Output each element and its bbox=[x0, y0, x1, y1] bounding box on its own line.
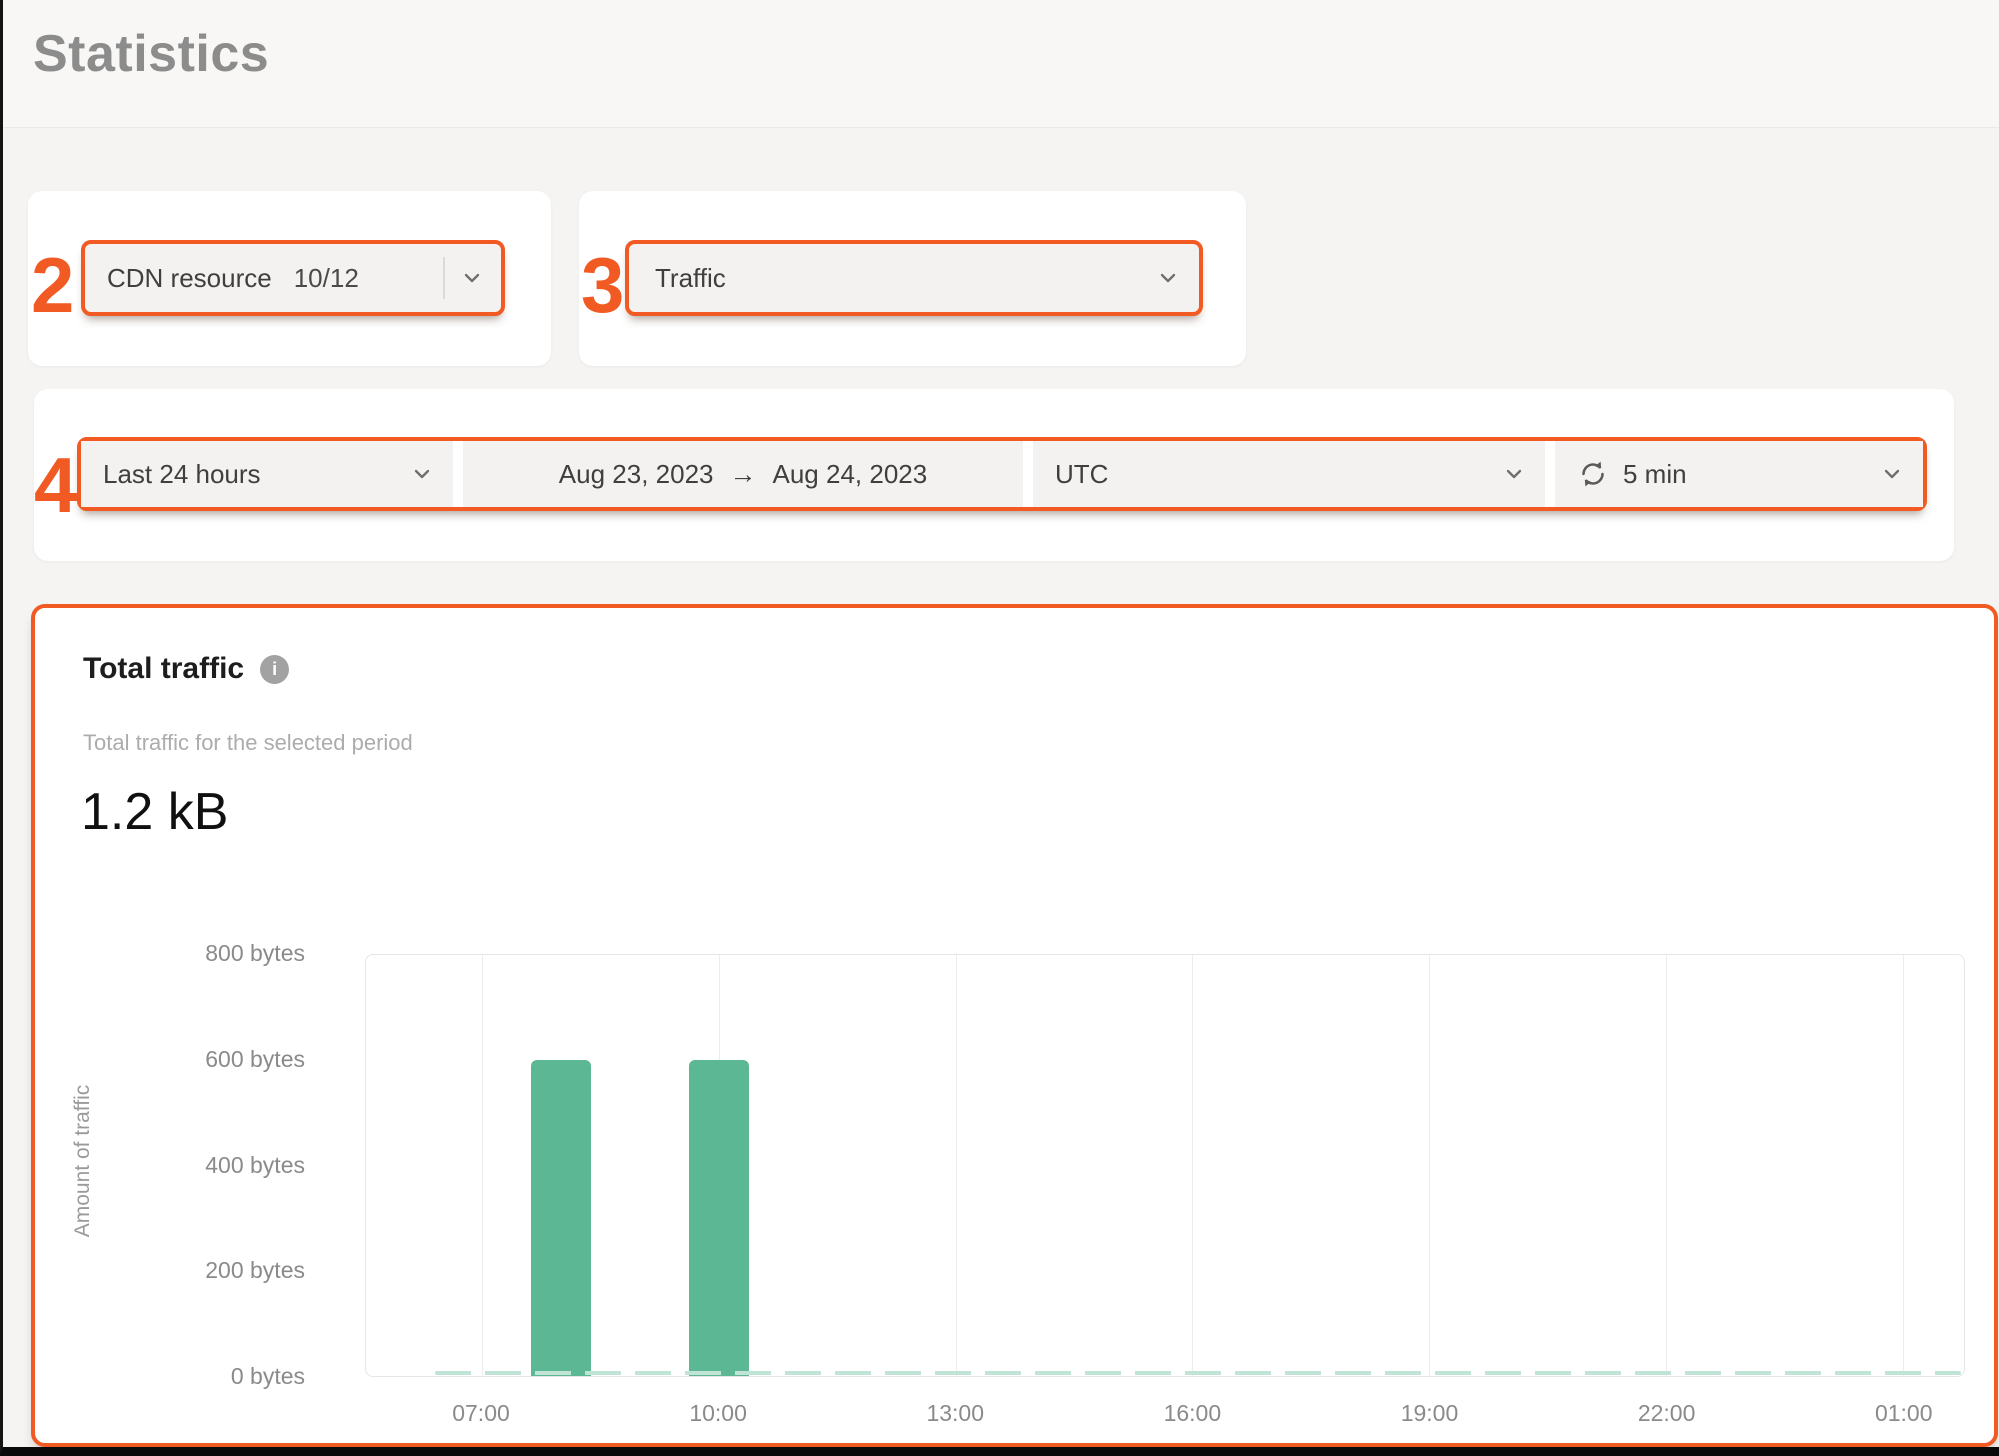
chevron-down-icon bbox=[409, 461, 435, 487]
refresh-interval-value: 5 min bbox=[1623, 458, 1687, 489]
x-tick-label: 19:00 bbox=[1400, 1400, 1459, 1426]
chart-subtitle: Total traffic for the selected period bbox=[83, 730, 413, 755]
chevron-down-icon bbox=[1501, 461, 1527, 487]
metric-select[interactable]: Traffic bbox=[625, 240, 1203, 316]
y-axis-title: Amount of traffic bbox=[71, 1084, 94, 1238]
y-tick-label: 800 bytes bbox=[205, 940, 305, 966]
x-tick-label: 10:00 bbox=[689, 1400, 747, 1426]
y-tick-label: 400 bytes bbox=[205, 1151, 305, 1178]
period-value: Last 24 hours bbox=[103, 458, 261, 489]
chevron-down-icon bbox=[1879, 461, 1905, 487]
date-range-picker[interactable]: Aug 23, 2023 → Aug 24, 2023 bbox=[463, 441, 1023, 507]
page-title: Statistics bbox=[33, 25, 270, 83]
divider bbox=[443, 257, 445, 299]
time-filter-group: Last 24 hours Aug 23, 2023 → Aug 24, 202… bbox=[77, 437, 1927, 511]
timezone-select[interactable]: UTC bbox=[1033, 441, 1545, 507]
x-tick-label: 13:00 bbox=[926, 1400, 985, 1426]
chart-title-row: Total traffic i bbox=[83, 652, 290, 686]
timezone-value: UTC bbox=[1055, 458, 1109, 489]
x-tick-label: 01:00 bbox=[1874, 1400, 1933, 1426]
gridline bbox=[955, 955, 957, 1376]
metric-value: Traffic bbox=[655, 262, 726, 293]
x-tick-label: 16:00 bbox=[1163, 1400, 1222, 1426]
chevron-down-icon bbox=[1155, 265, 1181, 291]
traffic-chart-plot[interactable] bbox=[365, 954, 1965, 1377]
time-filter-card: Last 24 hours Aug 23, 2023 → Aug 24, 202… bbox=[34, 389, 1954, 561]
total-traffic-card: Total traffic i Total traffic for the se… bbox=[31, 604, 1998, 1447]
y-tick-label: 0 bytes bbox=[230, 1363, 305, 1389]
x-tick-label: 22:00 bbox=[1637, 1400, 1696, 1426]
traffic-bar-10:00[interactable] bbox=[688, 1060, 749, 1376]
callout-step-2: 2 bbox=[31, 241, 75, 329]
traffic-bar-08:00[interactable] bbox=[530, 1060, 591, 1376]
date-from: Aug 23, 2023 bbox=[558, 458, 714, 489]
gridline bbox=[1665, 955, 1667, 1376]
x-tick-label: 07:00 bbox=[452, 1400, 510, 1426]
arrow-right-icon: → bbox=[729, 458, 757, 489]
callout-step-3: 3 bbox=[581, 241, 625, 329]
page-header: Statistics bbox=[3, 0, 1999, 128]
near-zero-traffic-baseline bbox=[434, 1371, 1961, 1375]
callout-step-4: 4 bbox=[34, 441, 78, 529]
date-to: Aug 24, 2023 bbox=[772, 458, 928, 489]
y-tick-label: 200 bytes bbox=[205, 1257, 305, 1284]
period-select[interactable]: Last 24 hours bbox=[81, 441, 453, 507]
chevron-down-icon bbox=[459, 265, 485, 291]
info-icon[interactable]: i bbox=[260, 654, 290, 684]
y-tick-label: 600 bytes bbox=[205, 1045, 305, 1072]
x-axis-ticks: 07:00 10:00 13:00 16:00 19:00 22:00 01:00 bbox=[365, 1400, 1965, 1432]
refresh-icon bbox=[1577, 458, 1609, 490]
cdn-resource-label: CDN resource bbox=[107, 262, 272, 293]
gridline bbox=[481, 955, 483, 1376]
cdn-resource-card: CDN resource 10/12 bbox=[28, 191, 551, 366]
refresh-interval-select[interactable]: 5 min bbox=[1555, 441, 1923, 507]
gridline bbox=[1192, 955, 1194, 1376]
chart-title: Total traffic bbox=[83, 652, 245, 685]
total-traffic-value: 1.2 kB bbox=[81, 783, 229, 841]
cdn-resource-count: 10/12 bbox=[293, 262, 359, 293]
gridline bbox=[1429, 955, 1431, 1376]
metric-card: Traffic bbox=[579, 191, 1246, 366]
cdn-resource-select[interactable]: CDN resource 10/12 bbox=[81, 240, 505, 316]
gridline bbox=[1902, 955, 1904, 1376]
